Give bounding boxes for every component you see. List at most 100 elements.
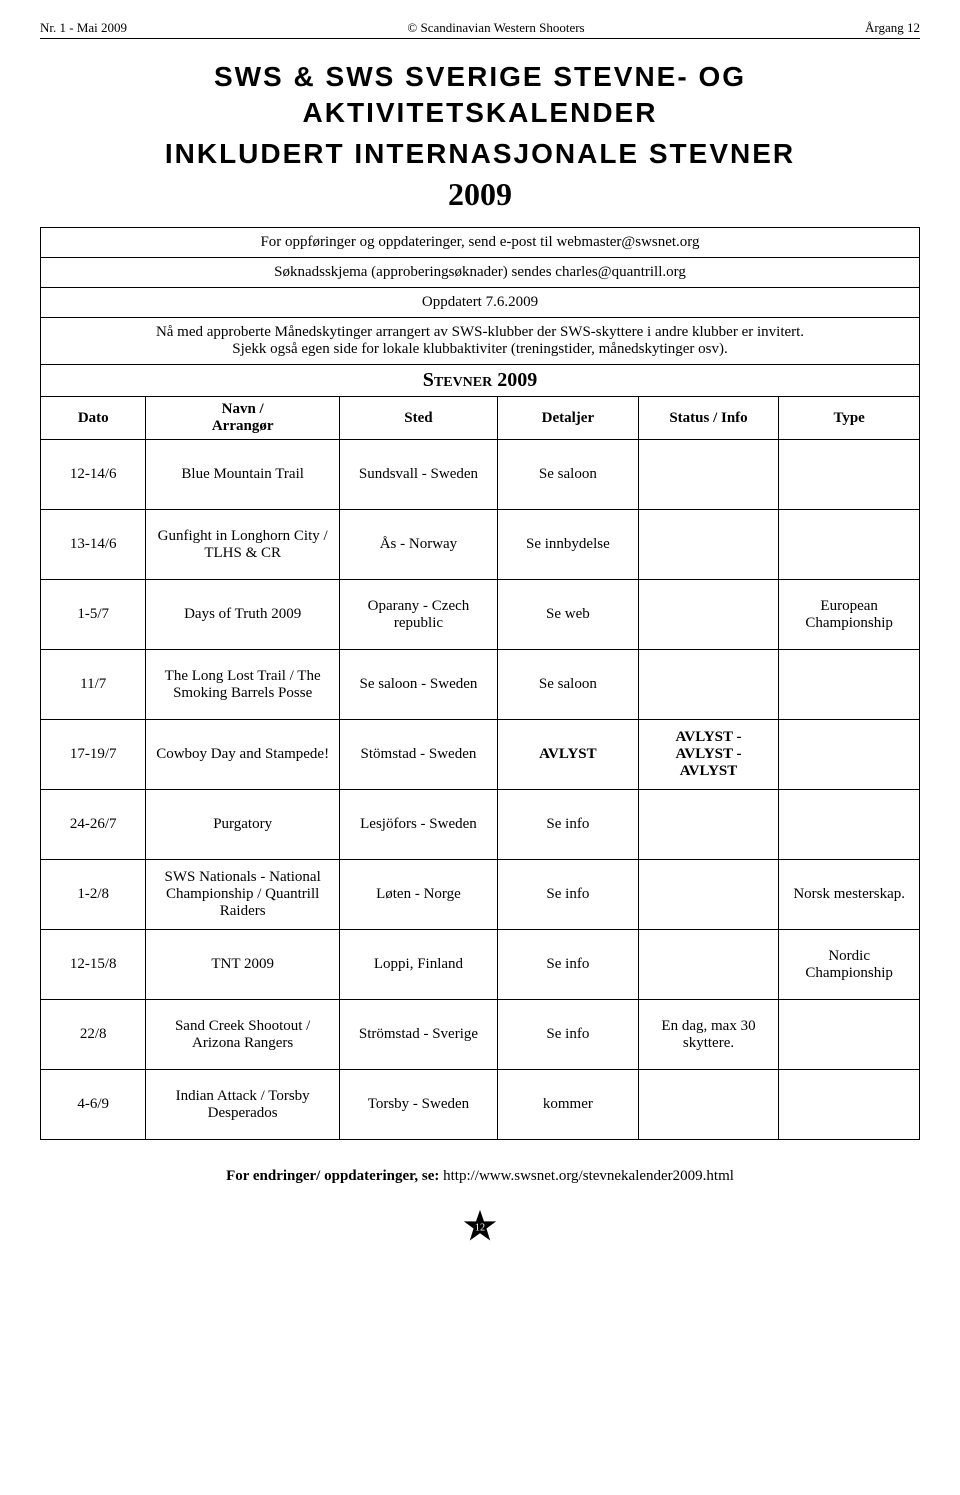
cell-dato: 1-2/8: [41, 860, 146, 930]
table-row: 24-26/7PurgatoryLesjöfors - SwedenSe inf…: [41, 790, 920, 860]
col-type: Type: [779, 397, 920, 440]
cell-type: European Championship: [779, 580, 920, 650]
intro-row-1: For oppføringer og oppdateringer, send e…: [41, 228, 920, 258]
page-number-text: 12: [475, 1222, 485, 1233]
cell-type: Nordic Championship: [779, 930, 920, 1000]
cell-navn: Gunfight in Longhorn City / TLHS & CR: [146, 510, 339, 580]
cell-status: En dag, max 30 skyttere.: [638, 1000, 779, 1070]
cell-sted: Oparany - Czech republic: [339, 580, 497, 650]
cell-dato: 11/7: [41, 650, 146, 720]
cell-type: [779, 650, 920, 720]
col-status: Status / Info: [638, 397, 779, 440]
section-header-text: Stevner 2009: [41, 365, 920, 397]
cell-sted: Ås - Norway: [339, 510, 497, 580]
cell-sted: Lesjöfors - Sweden: [339, 790, 497, 860]
cell-sted: Loppi, Finland: [339, 930, 497, 1000]
header-right: Årgang 12: [865, 20, 920, 36]
table-row: 4-6/9Indian Attack / Torsby DesperadosTo…: [41, 1070, 920, 1140]
section-header-row: Stevner 2009: [41, 365, 920, 397]
col-detaljer: Detaljer: [498, 397, 639, 440]
cell-navn: Blue Mountain Trail: [146, 440, 339, 510]
main-title-line1: SWS & SWS SVERIGE STEVNE- OG AKTIVITETSK…: [40, 59, 920, 132]
footer-url: http://www.swsnet.org/stevnekalender2009…: [443, 1168, 734, 1184]
cell-status: [638, 510, 779, 580]
intro-row-2: Søknadsskjema (approberingsøknader) send…: [41, 258, 920, 288]
table-row: 1-5/7Days of Truth 2009Oparany - Czech r…: [41, 580, 920, 650]
intro-text-1: For oppføringer og oppdateringer, send e…: [41, 228, 920, 258]
cell-status: [638, 860, 779, 930]
cell-dato: 1-5/7: [41, 580, 146, 650]
cell-dato: 4-6/9: [41, 1070, 146, 1140]
cell-type: Norsk mesterskap.: [779, 860, 920, 930]
footer-line: For endringer/ oppdateringer, se: http:/…: [40, 1168, 920, 1185]
main-title-line2: INKLUDERT INTERNASJONALE STEVNER: [40, 136, 920, 172]
cell-navn: The Long Lost Trail / The Smoking Barrel…: [146, 650, 339, 720]
col-sted: Sted: [339, 397, 497, 440]
table-row: 17-19/7Cowboy Day and Stampede!Stömstad …: [41, 720, 920, 790]
calendar-table: For oppføringer og oppdateringer, send e…: [40, 227, 920, 1140]
col-dato: Dato: [41, 397, 146, 440]
cell-status: [638, 1070, 779, 1140]
cell-sted: Torsby - Sweden: [339, 1070, 497, 1140]
table-row: 13-14/6Gunfight in Longhorn City / TLHS …: [41, 510, 920, 580]
cell-dato: 24-26/7: [41, 790, 146, 860]
cell-type: [779, 1070, 920, 1140]
intro-row-4: Nå med approberte Månedskytinger arrange…: [41, 318, 920, 365]
intro-text-4: Nå med approberte Månedskytinger arrange…: [41, 318, 920, 365]
table-row: 12-15/8TNT 2009Loppi, FinlandSe info Nord…: [41, 930, 920, 1000]
cell-dato: 12-15/8: [41, 930, 146, 1000]
cell-detaljer: Se info: [498, 860, 639, 930]
cell-type: [779, 1000, 920, 1070]
page-number-star: 12: [40, 1209, 920, 1248]
cell-type: [779, 440, 920, 510]
cell-detaljer: Se innbydelse: [498, 510, 639, 580]
table-row: 1-2/8SWS Nationals - National Championsh…: [41, 860, 920, 930]
cell-type: [779, 510, 920, 580]
cell-detaljer: Se info: [498, 790, 639, 860]
cell-detaljer: Se saloon: [498, 650, 639, 720]
footer-bold: For endringer/ oppdateringer, se:: [226, 1168, 443, 1184]
cell-status: [638, 580, 779, 650]
cell-dato: 22/8: [41, 1000, 146, 1070]
cell-sted: Løten - Norge: [339, 860, 497, 930]
header-left: Nr. 1 - Mai 2009: [40, 20, 127, 36]
table-row: 22/8Sand Creek Shootout / Arizona Ranger…: [41, 1000, 920, 1070]
table-row: 11/7The Long Lost Trail / The Smoking Ba…: [41, 650, 920, 720]
cell-navn: SWS Nationals - National Championship / …: [146, 860, 339, 930]
column-header-row: Dato Navn / Arrangør Sted Detaljer Statu…: [41, 397, 920, 440]
cell-sted: Sundsvall - Sweden: [339, 440, 497, 510]
cell-navn: Purgatory: [146, 790, 339, 860]
cell-status: [638, 930, 779, 1000]
intro-text-2: Søknadsskjema (approberingsøknader) send…: [41, 258, 920, 288]
cell-detaljer: AVLYST: [498, 720, 639, 790]
year-title: 2009: [40, 176, 920, 213]
cell-detaljer: Se saloon: [498, 440, 639, 510]
table-row: 12-14/6Blue Mountain TrailSundsvall - Sw…: [41, 440, 920, 510]
cell-type: [779, 790, 920, 860]
star-icon: 12: [463, 1209, 497, 1243]
cell-type: [779, 720, 920, 790]
cell-sted: Stömstad - Sweden: [339, 720, 497, 790]
col-navn: Navn / Arrangør: [146, 397, 339, 440]
header-center: © Scandinavian Western Shooters: [407, 20, 584, 36]
cell-navn: Cowboy Day and Stampede!: [146, 720, 339, 790]
cell-navn: TNT 2009: [146, 930, 339, 1000]
cell-status: [638, 790, 779, 860]
page-header: Nr. 1 - Mai 2009 © Scandinavian Western …: [40, 20, 920, 39]
cell-detaljer: kommer: [498, 1070, 639, 1140]
cell-detaljer: Se info: [498, 1000, 639, 1070]
cell-navn: Days of Truth 2009: [146, 580, 339, 650]
cell-navn: Sand Creek Shootout / Arizona Rangers: [146, 1000, 339, 1070]
cell-sted: Strömstad - Sverige: [339, 1000, 497, 1070]
cell-status: [638, 440, 779, 510]
cell-dato: 12-14/6: [41, 440, 146, 510]
cell-dato: 17-19/7: [41, 720, 146, 790]
intro-text-3: Oppdatert 7.6.2009: [41, 288, 920, 318]
cell-dato: 13-14/6: [41, 510, 146, 580]
cell-status: [638, 650, 779, 720]
cell-detaljer: Se web: [498, 580, 639, 650]
cell-detaljer: Se info: [498, 930, 639, 1000]
cell-status: AVLYST - AVLYST - AVLYST: [638, 720, 779, 790]
intro-row-3: Oppdatert 7.6.2009: [41, 288, 920, 318]
cell-sted: Se saloon - Sweden: [339, 650, 497, 720]
